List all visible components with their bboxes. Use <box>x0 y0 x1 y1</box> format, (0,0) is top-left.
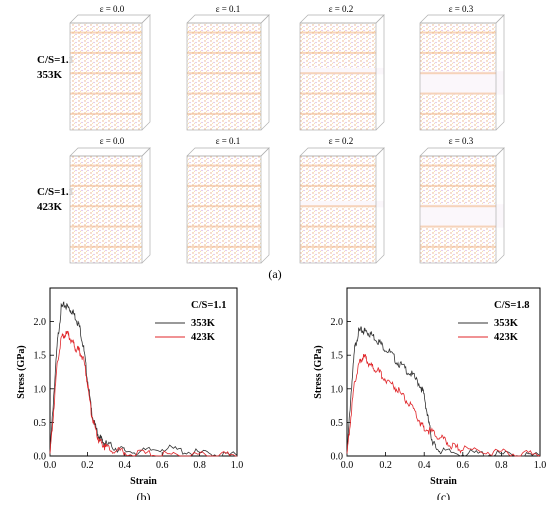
chart-caption: (b) <box>137 490 151 500</box>
x-tick-label: 0.6 <box>156 460 169 471</box>
row-label-2: C/S=1.1 423K <box>37 186 74 213</box>
x-tick-label: 0.0 <box>341 460 354 471</box>
simulation-box <box>186 14 270 131</box>
simulation-box <box>186 147 270 264</box>
row-label-1: C/S=1.1 353K <box>37 54 74 81</box>
chart-b: 0.0 0.5 1.0 1.5 2.0 0.0 0.2 0.4 0.6 0.8 1.0 Strain S… <box>16 287 244 504</box>
simulation-box <box>69 14 151 131</box>
row-label-2-temp: 423K <box>37 201 63 213</box>
y-tick-label: 2.0 <box>331 317 344 328</box>
x-axis-label: Strain <box>430 476 457 487</box>
legend-label: 353K <box>494 318 519 329</box>
x-tick-label: 1.0 <box>534 460 547 471</box>
y-tick-label: 1.0 <box>331 384 344 395</box>
simulation-box <box>299 14 385 131</box>
series-line-423K <box>346 354 541 457</box>
legend-label: 423K <box>191 332 216 343</box>
strain-label-r1-c1: ε = 0.0 <box>100 4 125 14</box>
strain-label-r1-c3: ε = 0.2 <box>329 4 354 14</box>
row-label-1-cs: C/S=1.1 <box>37 54 74 66</box>
simulation-box-grid <box>69 14 505 264</box>
x-tick-label: 0.0 <box>44 460 57 471</box>
strain-label-r2-c4: ε = 0.3 <box>449 136 474 146</box>
x-tick-label: 0.6 <box>457 460 470 471</box>
simulation-box <box>69 147 151 264</box>
strain-label-r2-c2: ε = 0.1 <box>216 136 241 146</box>
simulation-box <box>419 14 505 131</box>
x-tick-label: 0.4 <box>418 460 431 471</box>
y-tick-label: 1.5 <box>331 351 344 362</box>
caption-a: (a) <box>268 267 281 281</box>
chart-caption: (c) <box>437 490 450 500</box>
chart-annotation: C/S=1.1 <box>191 300 226 311</box>
series-line-353K <box>49 301 238 457</box>
x-axis-label: Strain <box>130 476 157 487</box>
plot-frame <box>49 287 238 457</box>
legend-label: 423K <box>494 332 519 343</box>
y-tick-label: 2.0 <box>34 317 47 328</box>
y-tick-label: 0.0 <box>331 452 344 463</box>
series-line-423K <box>49 330 237 457</box>
x-tick-label: 0.2 <box>81 460 94 471</box>
x-tick-label: 0.2 <box>379 460 392 471</box>
series-line-353K <box>346 326 541 457</box>
legend-label: 353K <box>191 318 216 329</box>
strain-label-r2-c3: ε = 0.2 <box>329 136 354 146</box>
x-tick-label: 1.0 <box>231 460 244 471</box>
y-axis-label: Stress (GPa) <box>16 345 27 398</box>
chart-c: 0.0 0.5 1.0 1.5 2.0 0.0 0.2 0.4 0.6 0.8 1.0 Strain S… <box>313 287 547 504</box>
strain-label-r1-c4: ε = 0.3 <box>449 4 474 14</box>
x-tick-label: 0.8 <box>193 460 206 471</box>
strain-label-r2-c1: ε = 0.0 <box>100 136 125 146</box>
simulation-box <box>419 147 505 264</box>
x-tick-label: 0.8 <box>495 460 508 471</box>
row-label-1-temp: 353K <box>37 69 63 81</box>
plot-frame <box>346 287 541 457</box>
y-tick-label: 0.5 <box>34 418 47 429</box>
y-tick-label: 0.5 <box>331 418 344 429</box>
x-tick-label: 0.4 <box>119 460 132 471</box>
strain-label-r1-c2: ε = 0.1 <box>216 4 241 14</box>
y-tick-label: 1.0 <box>34 384 47 395</box>
y-tick-label: 0.0 <box>34 452 47 463</box>
chart-annotation: C/S=1.8 <box>494 300 529 311</box>
simulation-box <box>299 147 385 264</box>
row-label-2-cs: C/S=1.1 <box>37 186 74 198</box>
y-tick-label: 1.5 <box>34 351 47 362</box>
y-axis-label: Stress (GPa) <box>313 345 324 398</box>
